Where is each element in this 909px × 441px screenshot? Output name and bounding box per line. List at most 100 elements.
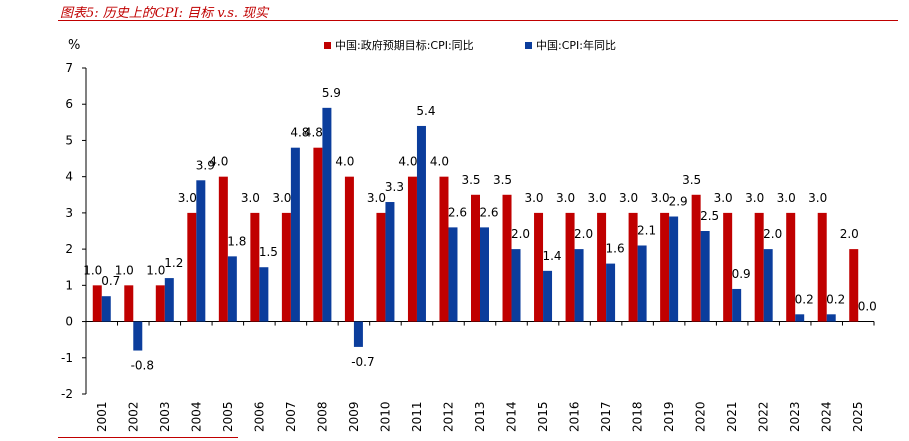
bar-target bbox=[534, 212, 544, 322]
y-tick-label: 5 bbox=[65, 133, 73, 147]
y-tick-label: 3 bbox=[65, 206, 73, 220]
data-label-target: 3.0 bbox=[619, 191, 638, 205]
x-tick-label: 2006 bbox=[252, 401, 266, 432]
data-label-actual: 1.2 bbox=[164, 256, 183, 270]
data-label-target: 3.0 bbox=[808, 191, 827, 205]
data-label-actual: 0.9 bbox=[732, 267, 751, 281]
data-label-target: 2.0 bbox=[840, 227, 859, 241]
data-label-actual: 1.8 bbox=[227, 234, 246, 248]
data-label-target: 1.0 bbox=[115, 263, 134, 277]
data-label-target: 1.0 bbox=[146, 263, 165, 277]
data-label-target: 3.5 bbox=[461, 173, 480, 187]
bar-actual bbox=[448, 227, 458, 322]
bar-actual bbox=[669, 216, 679, 322]
bar-actual bbox=[227, 256, 237, 322]
bar-actual bbox=[259, 267, 269, 322]
y-tick-label: 1 bbox=[65, 278, 73, 292]
x-tick-label: 2005 bbox=[221, 401, 235, 432]
x-tick-label: 2014 bbox=[505, 401, 519, 432]
bar-actual bbox=[795, 314, 805, 322]
bar-target bbox=[124, 285, 134, 322]
data-label-target: 3.0 bbox=[272, 191, 291, 205]
bar-target bbox=[250, 212, 260, 322]
bar-target bbox=[565, 212, 575, 322]
x-tick-label: 2019 bbox=[662, 401, 676, 432]
bar-target bbox=[786, 212, 796, 322]
bar-target bbox=[502, 194, 512, 322]
data-label-target: 3.0 bbox=[714, 191, 733, 205]
y-tick-label: 2 bbox=[65, 242, 73, 256]
legend-label-actual: 中国:CPI:年同比 bbox=[536, 38, 616, 52]
data-label-target: 3.0 bbox=[241, 191, 260, 205]
bar-target bbox=[817, 212, 827, 322]
data-label-target: 3.0 bbox=[588, 191, 607, 205]
data-label-actual: 2.1 bbox=[637, 223, 656, 237]
data-label-actual: 4.8 bbox=[290, 126, 309, 140]
data-label-target: 3.0 bbox=[745, 191, 764, 205]
bar-actual bbox=[543, 270, 553, 322]
data-label-actual: 2.9 bbox=[669, 195, 688, 209]
bar-target bbox=[92, 285, 102, 322]
bar-actual bbox=[322, 107, 332, 322]
bar-target bbox=[281, 212, 291, 322]
x-tick-label: 2020 bbox=[694, 401, 708, 432]
data-label-target: 4.0 bbox=[430, 155, 449, 169]
bar-actual bbox=[700, 231, 710, 322]
data-label-target: 4.0 bbox=[335, 155, 354, 169]
data-label-target: 3.0 bbox=[178, 191, 197, 205]
x-tick-label: 2021 bbox=[725, 401, 739, 432]
data-label-actual: 1.4 bbox=[542, 249, 561, 263]
bottom-rule bbox=[58, 437, 238, 438]
bar-actual bbox=[353, 321, 363, 347]
data-label-target: 4.8 bbox=[304, 126, 323, 140]
data-label-actual: 2.6 bbox=[448, 205, 467, 219]
y-tick-label: 0 bbox=[65, 315, 73, 329]
y-axis-unit-label: % bbox=[68, 38, 80, 53]
x-tick-label: 2013 bbox=[473, 401, 487, 432]
x-tick-label: 2022 bbox=[757, 401, 771, 432]
y-tick-label: 4 bbox=[65, 170, 73, 184]
legend-swatch-actual bbox=[525, 42, 532, 49]
bar-actual bbox=[480, 227, 489, 322]
bar-target bbox=[187, 212, 197, 322]
bar-actual bbox=[763, 249, 773, 322]
bar-actual bbox=[101, 296, 111, 322]
x-tick-label: 2023 bbox=[788, 401, 802, 432]
bar-target bbox=[723, 212, 733, 322]
bar-target bbox=[155, 285, 165, 322]
data-label-actual: 2.5 bbox=[700, 209, 719, 223]
data-label-target: 3.0 bbox=[367, 191, 386, 205]
x-tick-label: 2008 bbox=[315, 401, 329, 432]
data-label-actual: 2.0 bbox=[574, 227, 593, 241]
bar-target bbox=[660, 212, 670, 322]
legend: 中国:政府预期目标:CPI:同比 中国:CPI:年同比 bbox=[324, 38, 616, 52]
data-label-actual: 3.9 bbox=[196, 158, 215, 172]
data-label-actual: -0.7 bbox=[351, 355, 374, 369]
bar-actual bbox=[290, 147, 300, 322]
bar-actual bbox=[385, 202, 395, 322]
x-tick-label: 2017 bbox=[599, 401, 613, 432]
data-label-actual: 2.0 bbox=[763, 227, 782, 241]
title-rule bbox=[58, 20, 898, 21]
data-label-actual: 0.2 bbox=[795, 292, 814, 306]
y-tick-label: -2 bbox=[61, 387, 73, 401]
y-tick-label: -1 bbox=[61, 351, 73, 365]
x-tick-label: 2015 bbox=[536, 401, 550, 432]
data-label-target: 3.0 bbox=[556, 191, 575, 205]
bar-target bbox=[754, 212, 764, 322]
legend-swatch-target bbox=[324, 42, 331, 49]
bar-target bbox=[313, 147, 323, 322]
data-label-target: 4.0 bbox=[209, 155, 228, 169]
x-tick-label: 2001 bbox=[95, 401, 109, 432]
bar-actual bbox=[196, 180, 206, 322]
bar-target bbox=[344, 176, 354, 322]
bar-actual bbox=[637, 245, 647, 322]
bar-target bbox=[597, 212, 607, 322]
bar-actual bbox=[606, 263, 616, 322]
x-tick-label: 2018 bbox=[631, 401, 645, 432]
data-label-target: 3.5 bbox=[682, 173, 701, 187]
y-tick-label: 6 bbox=[65, 97, 73, 111]
x-tick-label: 2007 bbox=[284, 401, 298, 432]
data-label-actual: 5.4 bbox=[416, 104, 435, 118]
